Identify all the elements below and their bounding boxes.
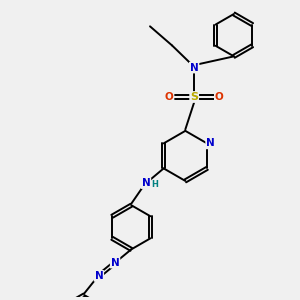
Text: N: N: [206, 138, 215, 148]
Text: O: O: [215, 92, 224, 102]
Text: N: N: [142, 178, 150, 188]
Text: S: S: [190, 92, 198, 102]
Text: N: N: [190, 63, 199, 73]
Text: H: H: [151, 180, 158, 189]
Text: N: N: [111, 258, 119, 268]
Text: N: N: [94, 271, 103, 281]
Text: O: O: [165, 92, 173, 102]
